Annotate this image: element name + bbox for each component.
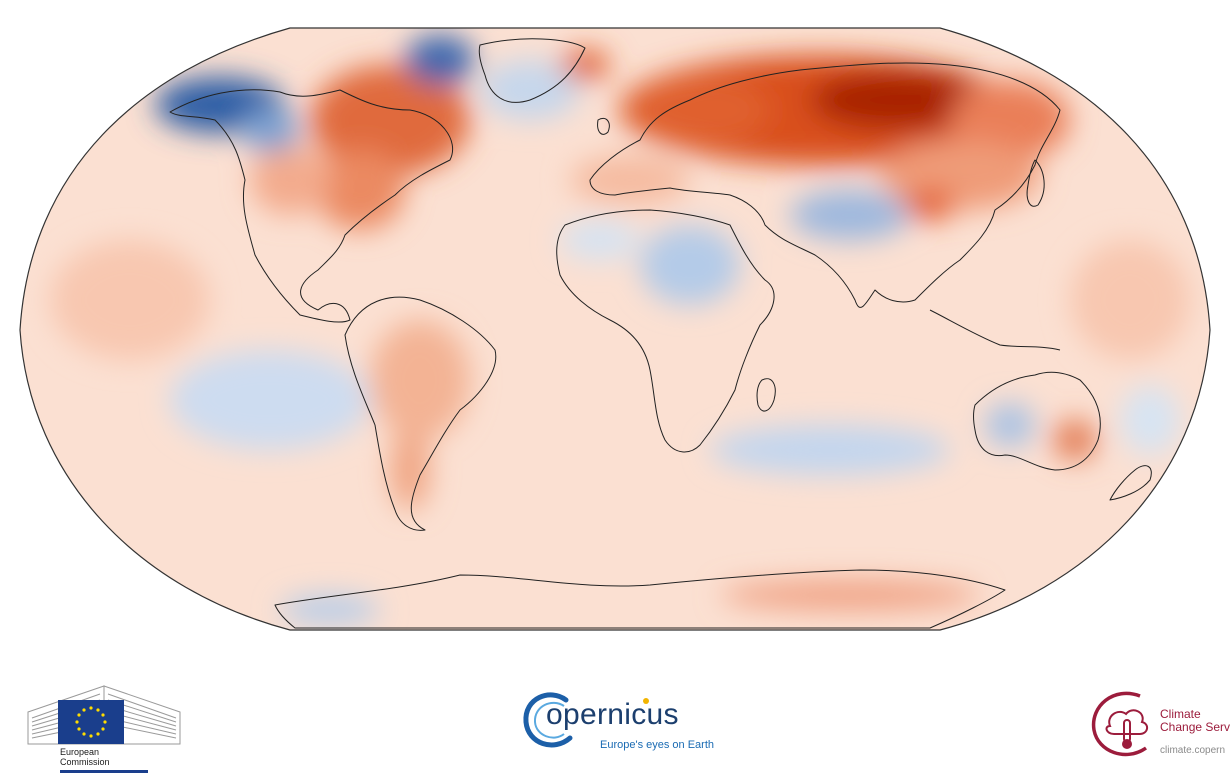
anomaly-blobs bbox=[50, 35, 1190, 625]
c3s-name-line1: Climate bbox=[1160, 707, 1201, 721]
globe-outline bbox=[19, 27, 1211, 631]
ec-line1: European bbox=[60, 747, 100, 757]
anomaly-field bbox=[20, 28, 1210, 630]
ec-line2: Commission bbox=[60, 757, 110, 767]
c3s-url: climate.copern bbox=[1160, 745, 1226, 756]
copernicus-logo: opernicus Europe's eyes on Earth bbox=[520, 686, 720, 756]
copernicus-tagline: Europe's eyes on Earth bbox=[600, 739, 715, 751]
c3s-logo: Climate Change Serv climate.copern bbox=[1088, 686, 1232, 766]
copernicus-c-icon bbox=[523, 692, 573, 748]
ec-underline bbox=[60, 770, 148, 773]
c3s-name-line2: Change Serv bbox=[1160, 720, 1231, 734]
ec-label: European Commission bbox=[60, 747, 110, 767]
european-commission-logo: European Commission bbox=[24, 672, 184, 778]
copernicus-dot-icon bbox=[643, 698, 649, 704]
thermometer-cloud-icon bbox=[1091, 691, 1148, 757]
anomaly-map bbox=[19, 27, 1211, 631]
coastlines bbox=[169, 38, 1152, 629]
copernicus-wordmark: opernicus bbox=[546, 698, 679, 731]
eu-stars bbox=[75, 706, 107, 738]
map-svg bbox=[19, 27, 1211, 631]
ec-building-icon bbox=[27, 685, 181, 745]
